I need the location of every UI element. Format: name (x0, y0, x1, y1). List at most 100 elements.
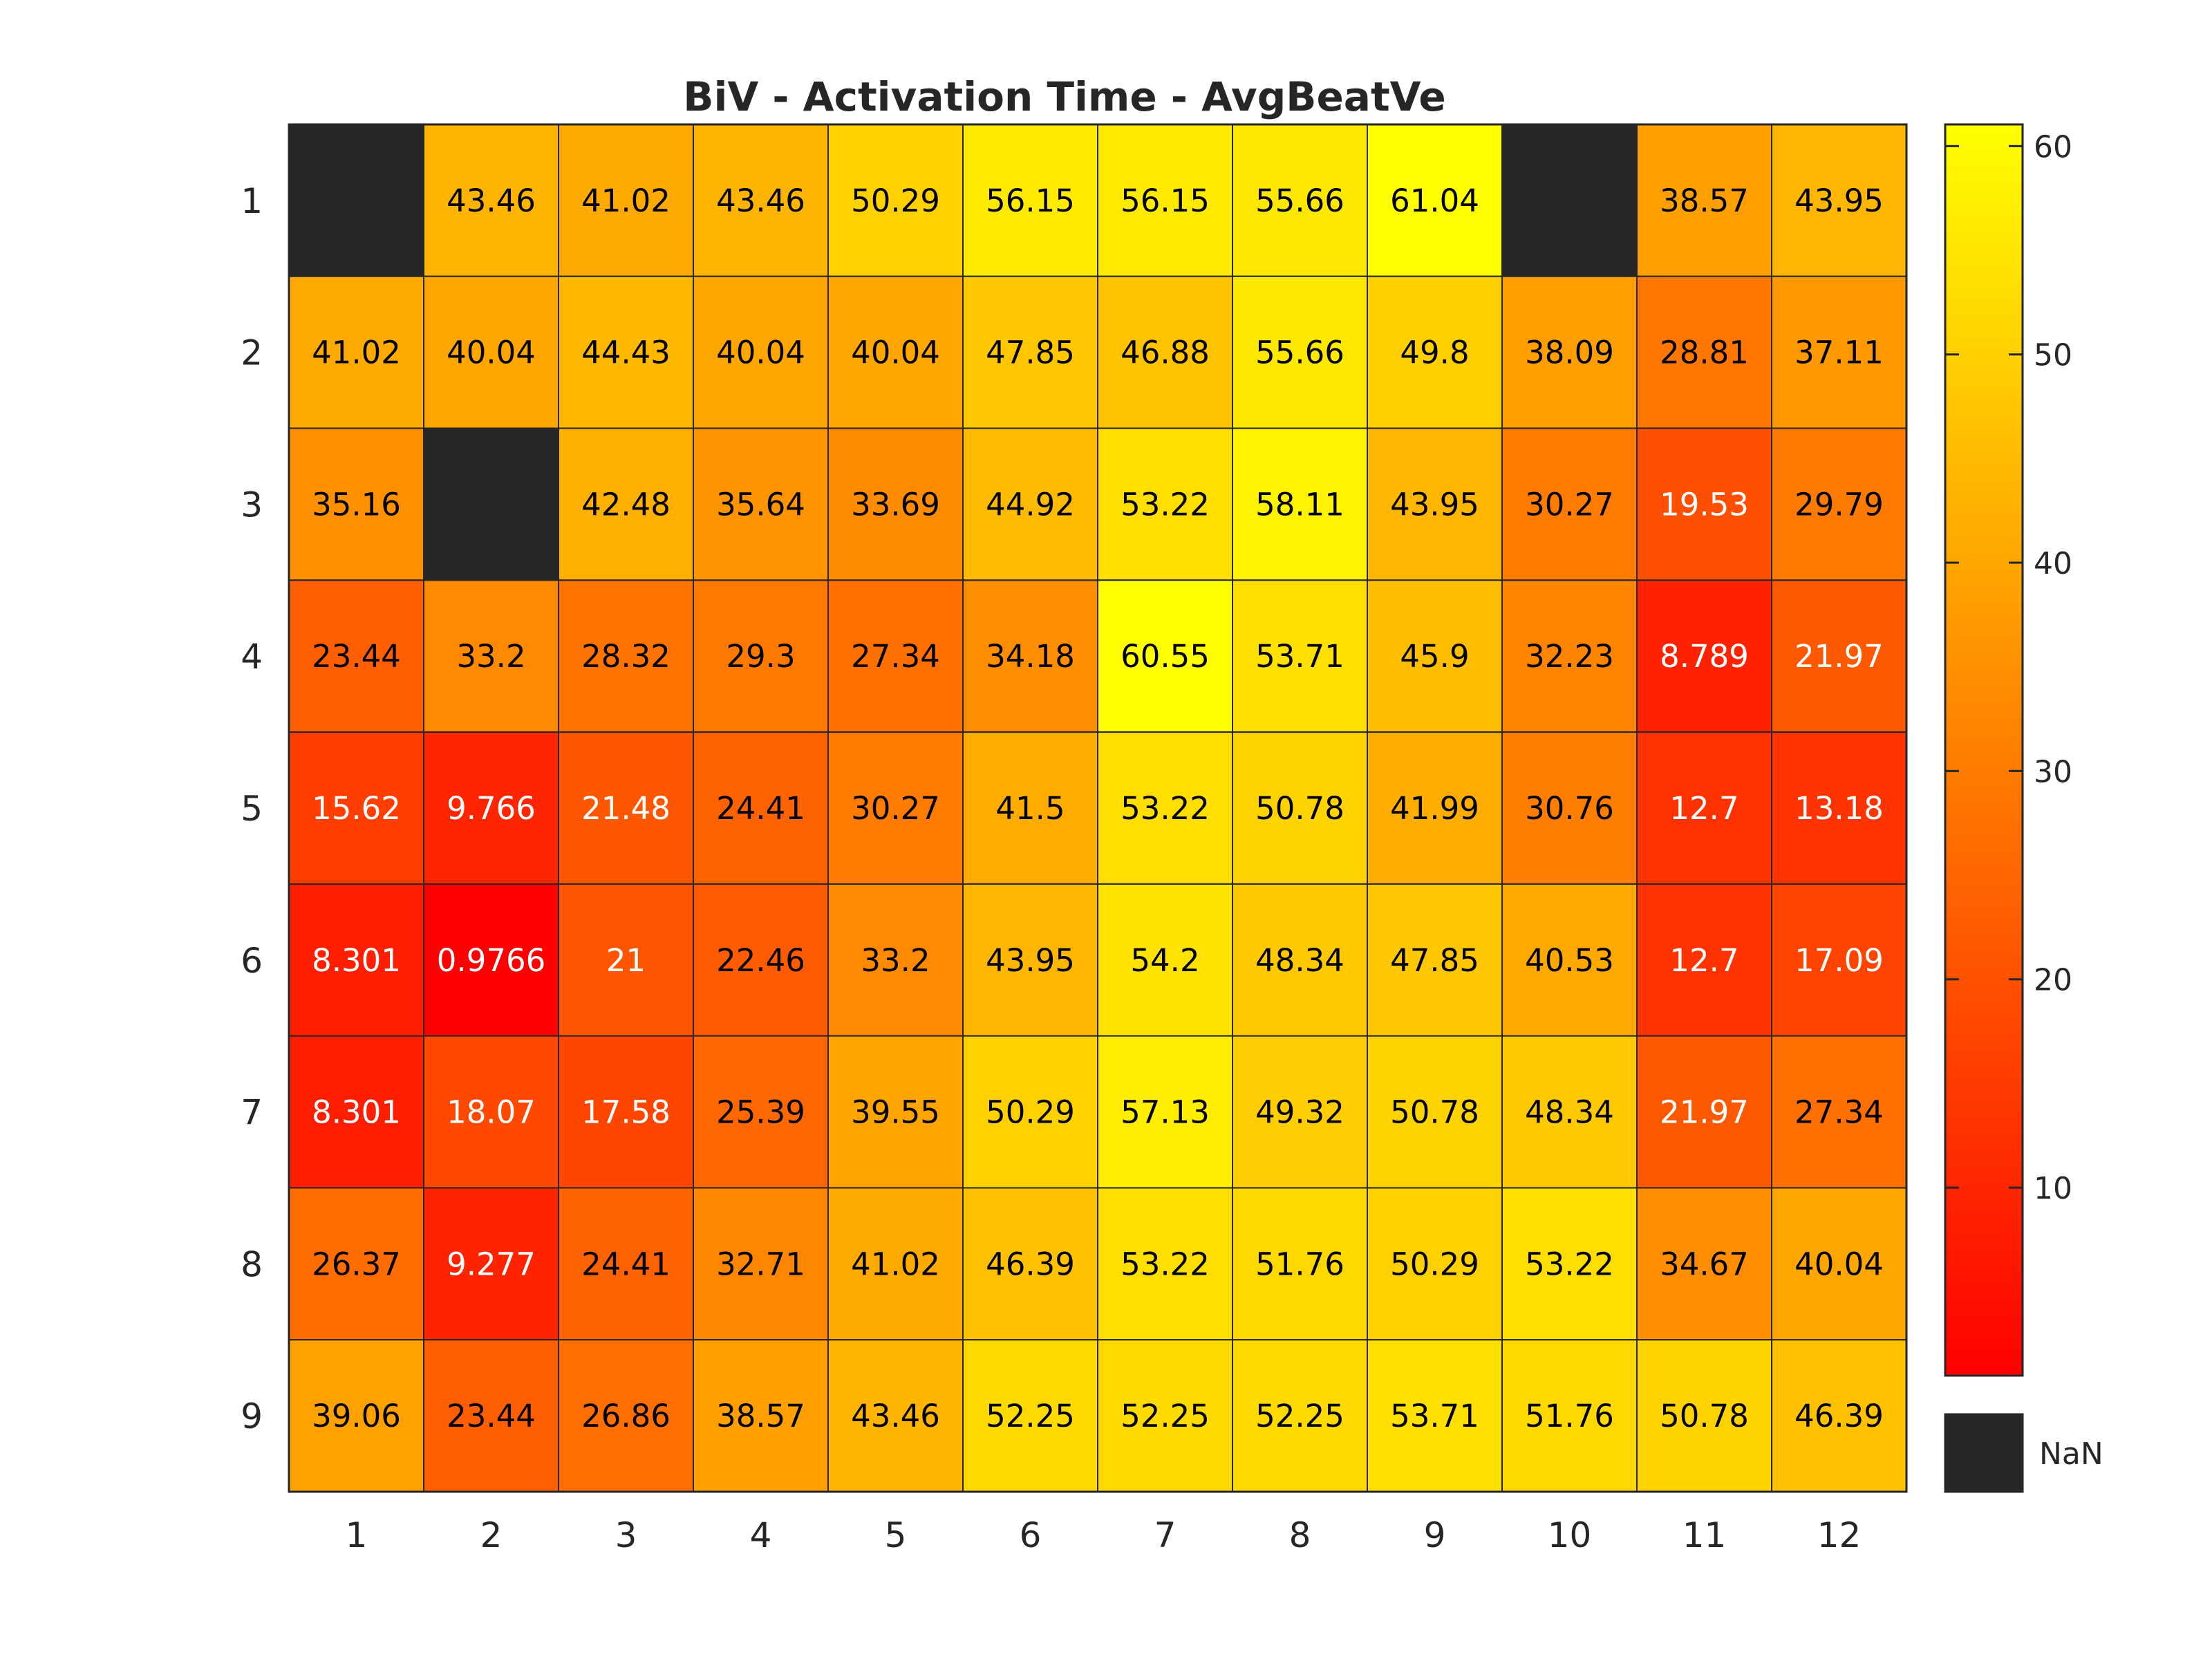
cell-value-label: 35.16 (312, 486, 401, 523)
heatmap-cell-r9-c8 (1232, 1339, 1368, 1492)
cell-value-label: 38.57 (716, 1398, 805, 1434)
heatmap-cell-r8-c3 (558, 1187, 694, 1341)
colorbar-tick-label: 20 (2034, 963, 2072, 998)
heatmap-cell-r4-c3 (558, 579, 694, 733)
cell-value-label: 48.34 (1525, 1094, 1614, 1131)
cell-value-label: 43.46 (716, 182, 805, 219)
x-tick-label: 2 (480, 1515, 503, 1555)
x-tick-label: 10 (1548, 1515, 1592, 1555)
heatmap-cell-r5-c5 (827, 731, 964, 885)
cell-value-label: 38.09 (1525, 335, 1614, 371)
cell-value-label: 30.27 (851, 790, 940, 827)
cell-value-label: 39.06 (312, 1398, 401, 1434)
cell-value-label: 22.46 (716, 942, 805, 979)
cell-value-label: 53.22 (1121, 790, 1210, 827)
colorbar-tick-label: 10 (2034, 1171, 2072, 1206)
cell-value-label: 40.04 (851, 335, 940, 371)
y-tick-label: 9 (241, 1396, 263, 1436)
heatmap-cell-r2-c9 (1367, 275, 1503, 429)
cell-value-label: 40.04 (1794, 1246, 1884, 1282)
cell-value-label: 8.789 (1660, 638, 1749, 675)
cell-value-label: 51.76 (1255, 1246, 1344, 1282)
cell-value-label: 42.48 (581, 486, 671, 523)
cell-value-label: 51.76 (1525, 1398, 1614, 1434)
cell-value-label: 34.18 (986, 638, 1075, 675)
y-tick-label: 4 (241, 637, 263, 677)
cell-value-label: 50.78 (1390, 1094, 1479, 1131)
cell-value-label: 40.04 (447, 335, 536, 371)
colorbar-tick-label: 60 (2034, 129, 2072, 165)
heatmap-cell-r4-c4 (693, 579, 829, 733)
heatmap-cell-r5-c8 (1232, 731, 1368, 885)
x-tick-label: 3 (615, 1515, 637, 1555)
heatmap-cell-r1-c10 (1501, 124, 1638, 277)
cell-value-label: 29.3 (726, 638, 795, 675)
y-tick-label: 2 (241, 333, 263, 373)
cell-value-label: 32.23 (1525, 638, 1614, 675)
cell-value-label: 43.46 (447, 182, 536, 219)
nan-label: NaN (2039, 1436, 2103, 1472)
heatmap-cell-r3-c4 (693, 427, 829, 581)
colorbar-ticks: 10 20 30 40 50 60 (1945, 129, 2072, 1206)
heatmap-cell-r5-c3 (558, 731, 694, 885)
y-tick-label: 5 (241, 789, 263, 829)
cell-value-label: 21.97 (1660, 1094, 1749, 1131)
x-axis-tick-labels: 1 2 3 4 5 6 7 8 9 10 11 12 (346, 1515, 1862, 1555)
cell-value-label: 8.301 (312, 1094, 401, 1131)
colorbar-tick-label: 50 (2034, 338, 2072, 373)
heatmap-cell-r8-c10 (1501, 1187, 1638, 1341)
heatmap-cell-r4-c6 (962, 579, 1098, 733)
cell-value-label: 25.39 (716, 1094, 805, 1131)
cell-value-label: 28.32 (581, 638, 671, 675)
cell-value-label: 38.57 (1660, 182, 1749, 219)
cell-value-label: 53.22 (1121, 1246, 1210, 1282)
cell-value-label: 43.95 (1794, 182, 1884, 219)
cell-value-label: 27.34 (1794, 1094, 1884, 1131)
heatmap-cell-r6-c12 (1771, 883, 1907, 1037)
heatmap-cell-r8-c5 (827, 1187, 964, 1341)
heatmap-cell-r2-c7 (1097, 275, 1233, 429)
heatmap-cell-r1-c8 (1232, 124, 1368, 277)
cell-value-label: 0.9766 (437, 942, 545, 979)
cell-value-label: 35.64 (716, 486, 805, 523)
cell-value-label: 23.44 (312, 638, 401, 675)
heatmap-cell-r7-c12 (1771, 1035, 1907, 1189)
x-tick-label: 5 (885, 1515, 907, 1555)
y-tick-label: 7 (241, 1093, 263, 1133)
heatmap-cell-r8-c11 (1636, 1187, 1772, 1341)
y-axis-tick-labels: 1 2 3 4 5 6 7 8 9 (241, 181, 263, 1436)
cell-value-label: 43.46 (851, 1398, 940, 1434)
x-tick-label: 7 (1154, 1515, 1177, 1555)
heatmap-cell-r4-c11 (1636, 579, 1772, 733)
heatmap-cell-r9-c6 (962, 1339, 1098, 1492)
cell-value-label: 21.48 (581, 790, 671, 827)
cell-value-label: 58.11 (1255, 486, 1344, 523)
heatmap-cell-r6-c6 (962, 883, 1098, 1037)
chart-title: BiV - Activation Time - AvgBeatVe (683, 73, 1445, 120)
cell-value-label: 56.15 (986, 182, 1075, 219)
heatmap-cell-r7-c6 (962, 1035, 1098, 1189)
heatmap-cell-r2-c4 (693, 275, 829, 429)
heatmap-cell-r3-c7 (1097, 427, 1233, 581)
heatmap-cell-r2-c6 (962, 275, 1098, 429)
colorbar-tick-label: 30 (2034, 754, 2072, 789)
cell-value-label: 37.11 (1794, 335, 1884, 371)
heatmap-cell-labels: 43.46 41.02 43.46 50.29 56.15 56.15 55.66 61.04… (312, 182, 1884, 1434)
cell-value-label: 43.95 (986, 942, 1075, 979)
heatmap-cell-r7-c9 (1367, 1035, 1503, 1189)
colorbar: 10 20 30 40 50 60 (1944, 123, 2072, 1377)
cell-value-label: 21 (606, 942, 646, 979)
cell-value-label: 27.34 (851, 638, 940, 675)
heatmap-cell-r2-c2 (423, 275, 559, 429)
heatmap-cell-r8-c1 (288, 1187, 424, 1341)
heatmap-cell-r3-c5 (827, 427, 964, 581)
cell-value-label: 49.32 (1255, 1094, 1344, 1131)
x-tick-label: 8 (1289, 1515, 1311, 1555)
cell-value-label: 21.97 (1794, 638, 1884, 675)
x-tick-label: 6 (1020, 1515, 1042, 1555)
plot-frame (288, 123, 1908, 1493)
heatmap-cell-r6-c7 (1097, 883, 1233, 1037)
heatmap-cell-r3-c11 (1636, 427, 1772, 581)
cell-value-label: 52.25 (1121, 1398, 1210, 1434)
cell-value-label: 33.69 (851, 486, 940, 523)
